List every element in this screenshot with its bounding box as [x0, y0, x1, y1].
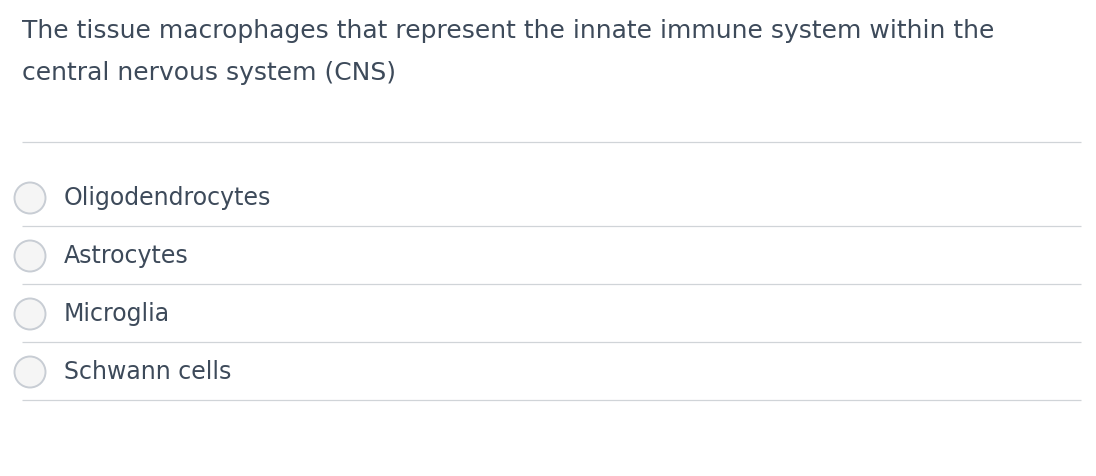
Text: Schwann cells: Schwann cells — [64, 360, 231, 384]
Text: Oligodendrocytes: Oligodendrocytes — [64, 186, 271, 210]
Text: central nervous system (CNS): central nervous system (CNS) — [22, 61, 396, 85]
Ellipse shape — [14, 357, 46, 387]
Ellipse shape — [14, 240, 46, 271]
Text: Astrocytes: Astrocytes — [64, 244, 189, 268]
Ellipse shape — [14, 298, 46, 329]
Text: The tissue macrophages that represent the innate immune system within the: The tissue macrophages that represent th… — [22, 19, 994, 43]
Text: Microglia: Microglia — [64, 302, 170, 326]
Ellipse shape — [14, 182, 46, 214]
